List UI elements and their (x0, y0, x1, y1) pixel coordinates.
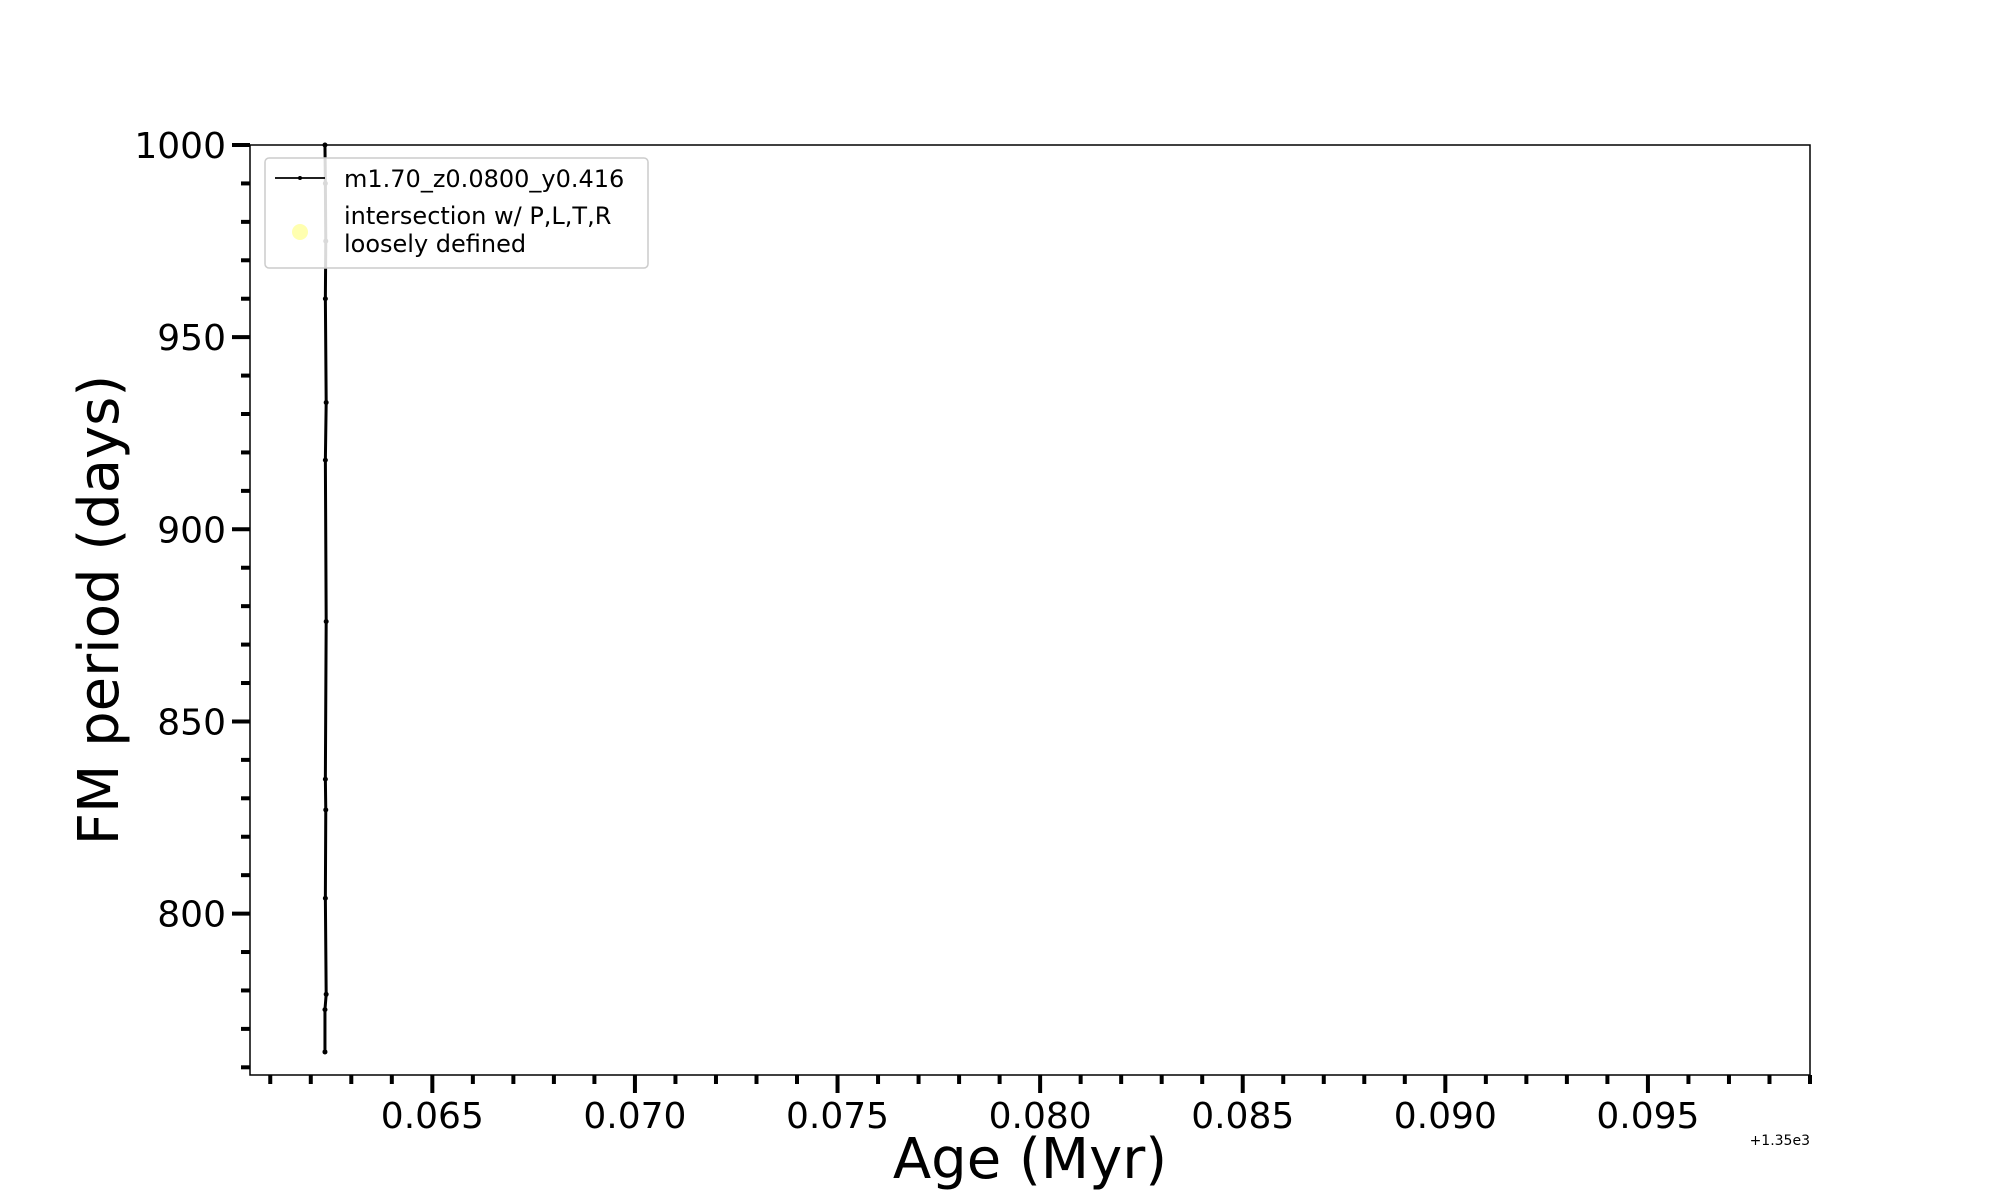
series-line (323, 144, 328, 1052)
y-tick-label: 900 (157, 510, 226, 551)
x-tick-label: 0.065 (381, 1096, 484, 1137)
y-minor-ticks (241, 181, 250, 1070)
x-ticks: 0.065 0.070 0.075 0.080 0.085 0.090 0.095 (381, 1075, 1699, 1137)
x-tick-label: 0.085 (1191, 1096, 1294, 1137)
x-offset-label: +1.35e3 (1750, 1133, 1810, 1149)
series-point (323, 991, 329, 997)
series-point (322, 142, 328, 148)
y-tick-label: 850 (157, 702, 226, 743)
legend-series-marker (298, 176, 302, 180)
plot-area (249, 144, 1811, 1076)
legend: m1.70_z0.0800_y0.416 intersection w/ P,L… (264, 157, 649, 269)
series-point (323, 399, 329, 405)
x-minor-ticks (268, 1075, 1812, 1084)
x-tick-label: 0.070 (583, 1096, 686, 1137)
x-tick-label: 0.090 (1394, 1096, 1497, 1137)
legend-annotation-line-2: loosely defined (344, 230, 526, 258)
y-axis-label: FM period (days) (67, 375, 132, 845)
legend-frame (264, 157, 649, 269)
y-ticks: 800 850 900 950 1000 (134, 126, 250, 936)
series-point (322, 457, 328, 463)
series-point (322, 1007, 328, 1013)
y-tick-label: 950 (157, 318, 226, 359)
series-point (322, 1049, 328, 1055)
series-point (322, 895, 328, 901)
x-axis-label: Age (Myr) (893, 1127, 1167, 1192)
legend-annotation-label: intersection w/ P,L,T,R loosely defined (344, 202, 619, 258)
series-point (322, 296, 328, 302)
x-tick-label: 0.095 (1596, 1096, 1699, 1137)
x-tick-label: 0.080 (989, 1096, 1092, 1137)
x-tick-label: 0.075 (786, 1096, 889, 1137)
series-point (323, 807, 329, 813)
legend-series-label: m1.70_z0.0800_y0.416 (344, 165, 624, 193)
y-tick-label: 1000 (134, 126, 226, 167)
series-point (322, 776, 328, 782)
legend-annotation-marker (292, 224, 308, 240)
legend-annotation-line-1: intersection w/ P,L,T,R (344, 202, 611, 230)
series-point (323, 619, 329, 625)
y-tick-label: 800 (157, 895, 226, 936)
